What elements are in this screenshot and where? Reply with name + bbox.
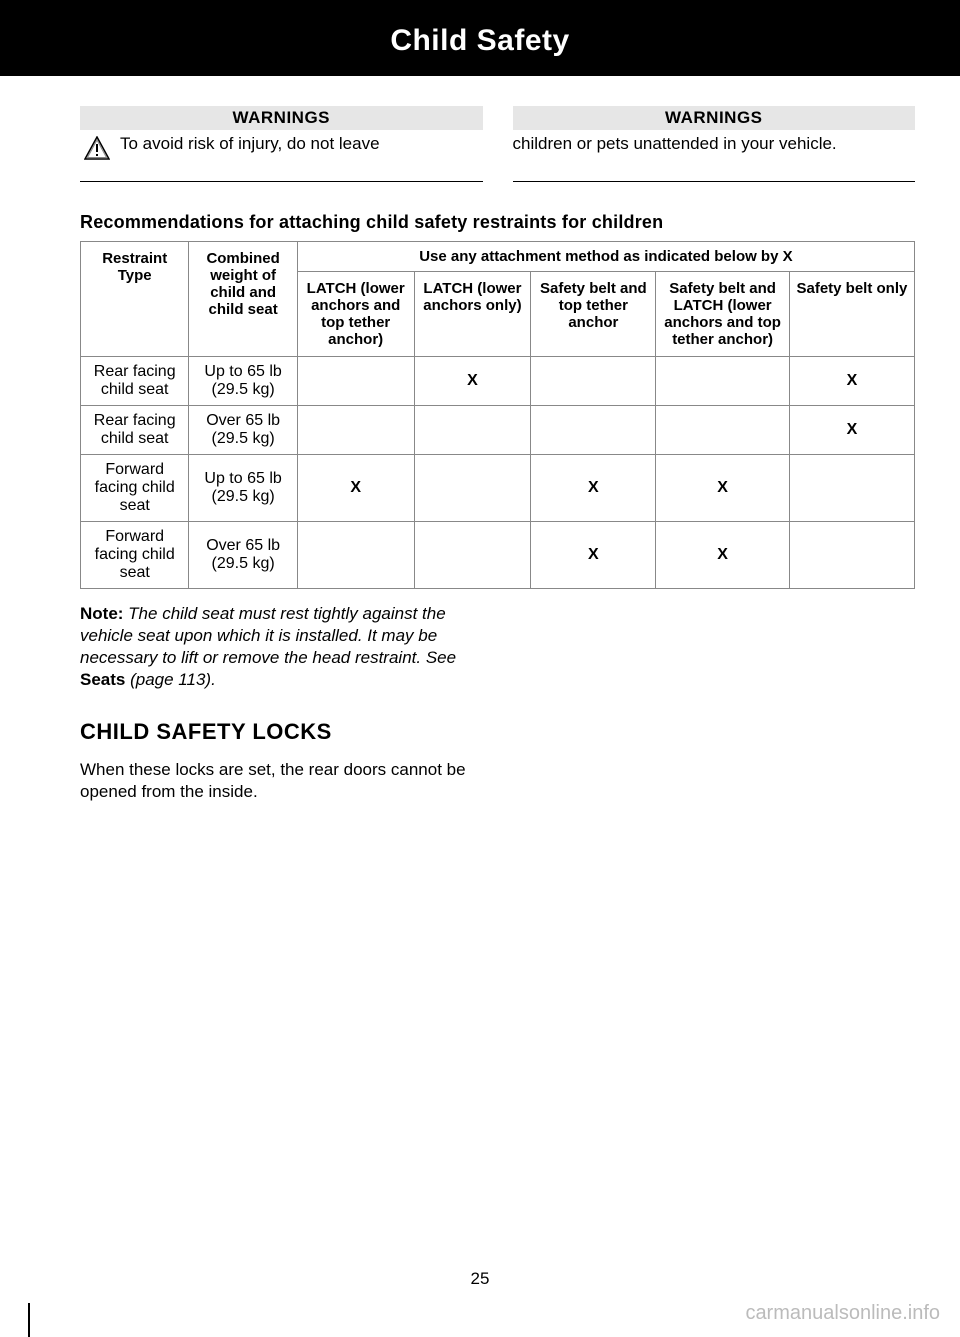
table-cell: X (656, 522, 789, 589)
warnings-row: WARNINGS To avoid risk of injury, do not… (80, 106, 915, 182)
warnings-heading-right: WARNINGS (513, 106, 916, 130)
table-row: Forward facing child seatUp to 65 lb (29… (81, 455, 915, 522)
table-cell: X (531, 455, 656, 522)
table-cell (414, 406, 531, 455)
page-content: WARNINGS To avoid risk of injury, do not… (0, 76, 960, 804)
col-span-header: Use any attachment method as indicated b… (297, 242, 914, 272)
col-restraint-type: Restraint Type (81, 242, 189, 357)
col-latch-lower: LATCH (lower anchors only) (414, 272, 531, 357)
crop-mark (0, 12, 18, 14)
recommendations-tbody: Rear facing child seatUp to 65 lb (29.5 … (81, 357, 915, 589)
table-cell: Forward facing child seat (81, 455, 189, 522)
col-belt-latch: Safety belt and LATCH (lower anchors and… (656, 272, 789, 357)
table-cell: Rear facing child seat (81, 406, 189, 455)
col-belt-tether: Safety belt and top tether anchor (531, 272, 656, 357)
seats-reference: Seats (80, 670, 125, 689)
crop-mark (28, 1303, 30, 1337)
table-row: Forward facing child seatOver 65 lb (29.… (81, 522, 915, 589)
table-cell (656, 406, 789, 455)
watermark: carmanualsonline.info (745, 1302, 940, 1325)
table-cell: Up to 65 lb (29.5 kg) (189, 357, 297, 406)
child-safety-locks-heading: CHILD SAFETY LOCKS (80, 719, 915, 745)
page-number: 25 (0, 1269, 960, 1289)
table-cell: X (414, 357, 531, 406)
warnings-body-left: To avoid risk of injury, do not leave (80, 130, 483, 182)
warnings-left-column: WARNINGS To avoid risk of injury, do not… (80, 106, 483, 182)
table-cell (297, 406, 414, 455)
table-cell (414, 522, 531, 589)
child-safety-locks-body: When these locks are set, the rear doors… (80, 759, 485, 803)
warnings-right-text: children or pets unattended in your vehi… (513, 134, 837, 154)
warnings-body-right: children or pets unattended in your vehi… (513, 130, 916, 182)
note-block: Note: The child seat must rest tightly a… (80, 603, 485, 691)
table-cell: X (789, 357, 914, 406)
note-body-post: (page 113). (125, 670, 215, 689)
recommendations-table: Restraint Type Combined weight of child … (80, 241, 915, 589)
warning-triangle-icon (84, 136, 110, 165)
warnings-left-text: To avoid risk of injury, do not leave (120, 134, 380, 154)
table-cell (297, 522, 414, 589)
table-cell: Forward facing child seat (81, 522, 189, 589)
note-label: Note: (80, 604, 123, 623)
table-cell (297, 357, 414, 406)
warnings-right-column: WARNINGS children or pets unattended in … (513, 106, 916, 182)
table-cell: Over 65 lb (29.5 kg) (189, 406, 297, 455)
table-cell (531, 406, 656, 455)
table-cell: Rear facing child seat (81, 357, 189, 406)
table-cell: X (297, 455, 414, 522)
table-cell (531, 357, 656, 406)
table-cell (414, 455, 531, 522)
col-belt-only: Safety belt only (789, 272, 914, 357)
col-latch-full: LATCH (lower anchors and top tether anch… (297, 272, 414, 357)
recommendations-title: Recommendations for attaching child safe… (80, 212, 915, 233)
table-cell: Up to 65 lb (29.5 kg) (189, 455, 297, 522)
table-cell: X (531, 522, 656, 589)
page-title: Child Safety (390, 24, 569, 57)
table-row: Rear facing child seatUp to 65 lb (29.5 … (81, 357, 915, 406)
page-header-band: Child Safety (0, 0, 960, 76)
table-cell (656, 357, 789, 406)
table-cell (789, 455, 914, 522)
note-body-pre: The child seat must rest tightly against… (80, 604, 456, 667)
table-cell: X (789, 406, 914, 455)
table-cell: Over 65 lb (29.5 kg) (189, 522, 297, 589)
table-cell: X (656, 455, 789, 522)
table-row: Rear facing child seatOver 65 lb (29.5 k… (81, 406, 915, 455)
col-combined-weight: Combined weight of child and child seat (189, 242, 297, 357)
table-cell (789, 522, 914, 589)
warnings-heading-left: WARNINGS (80, 106, 483, 130)
